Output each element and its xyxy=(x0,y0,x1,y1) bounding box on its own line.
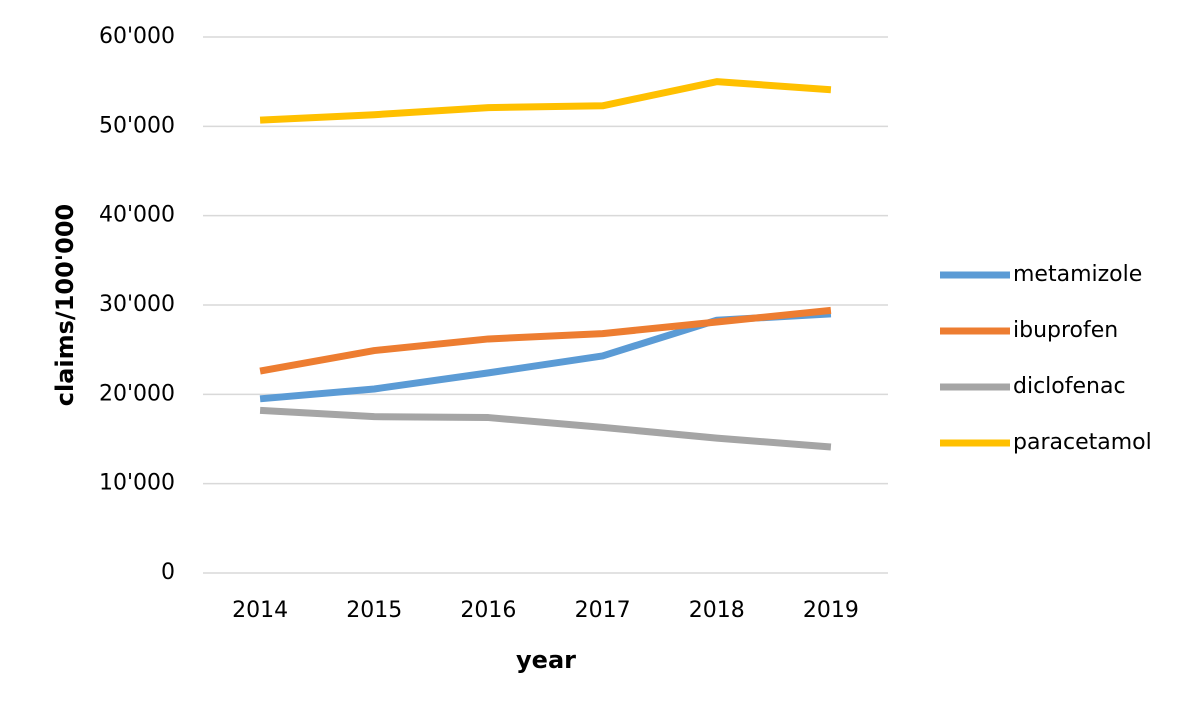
y-axis-title: claims/100'000 xyxy=(51,204,79,406)
y-tick-label: 10'000 xyxy=(99,471,175,496)
x-tick-label: 2016 xyxy=(460,598,516,623)
y-tick-label: 30'000 xyxy=(99,292,175,317)
x-tick-label: 2017 xyxy=(575,598,631,623)
x-tick-label: 2018 xyxy=(689,598,745,623)
y-tick-label: 40'000 xyxy=(99,203,175,228)
y-tick-label: 0 xyxy=(161,560,175,585)
x-tick-label: 2014 xyxy=(232,598,288,623)
legend-label: ibuprofen xyxy=(1013,318,1118,343)
legend-label: metamizole xyxy=(1013,262,1142,287)
x-tick-label: 2015 xyxy=(346,598,402,623)
series-line xyxy=(259,306,832,375)
y-tick-label: 60'000 xyxy=(99,24,175,49)
y-tick-label: 20'000 xyxy=(99,381,175,406)
legend-label: diclofenac xyxy=(1013,374,1126,399)
series-line xyxy=(259,78,832,124)
legend-label: paracetamol xyxy=(1013,430,1152,455)
series-line xyxy=(259,406,832,451)
x-axis-title: year xyxy=(516,646,576,674)
x-tick-label: 2019 xyxy=(803,598,859,623)
y-tick-label: 50'000 xyxy=(99,113,175,138)
